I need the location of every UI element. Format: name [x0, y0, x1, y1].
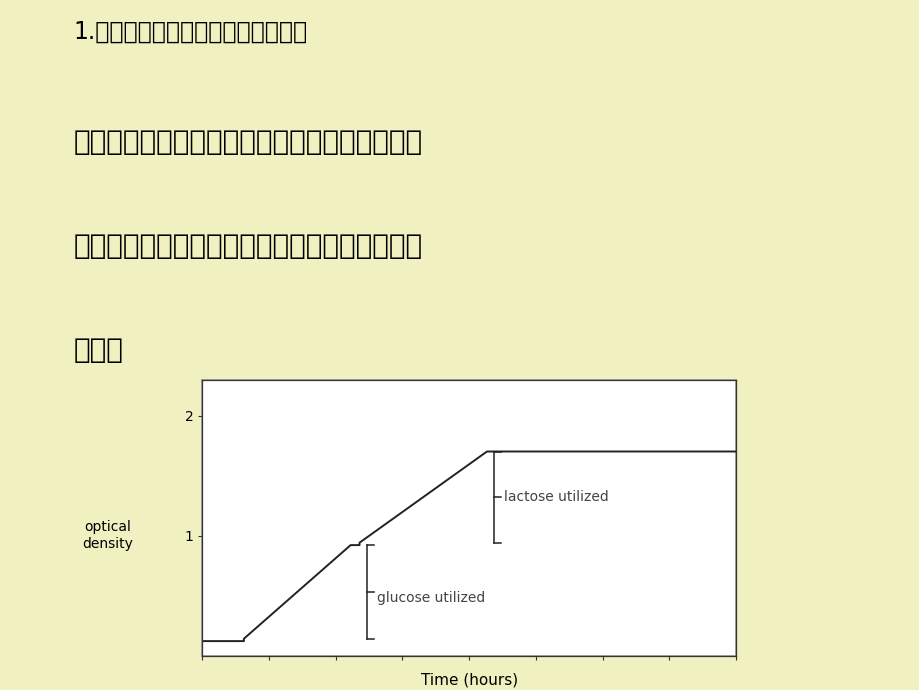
X-axis label: Time (hours): Time (hours): [420, 673, 517, 688]
Text: glucose utilized: glucose utilized: [377, 591, 485, 605]
Text: optical
density: optical density: [82, 520, 133, 551]
Text: 系统。: 系统。: [74, 336, 123, 364]
Text: lactose utilized: lactose utilized: [504, 490, 608, 504]
Text: 成迟效碳源或氮源的运输系统与分解该物质的酶: 成迟效碳源或氮源的运输系统与分解该物质的酶: [74, 232, 422, 260]
Text: 如：只有当速效碳源或氮源耗尽时，微生物才合: 如：只有当速效碳源或氮源耗尽时，微生物才合: [74, 128, 422, 156]
Text: 1.控制营养物质透过细胞膜进入细胞: 1.控制营养物质透过细胞膜进入细胞: [74, 20, 307, 44]
